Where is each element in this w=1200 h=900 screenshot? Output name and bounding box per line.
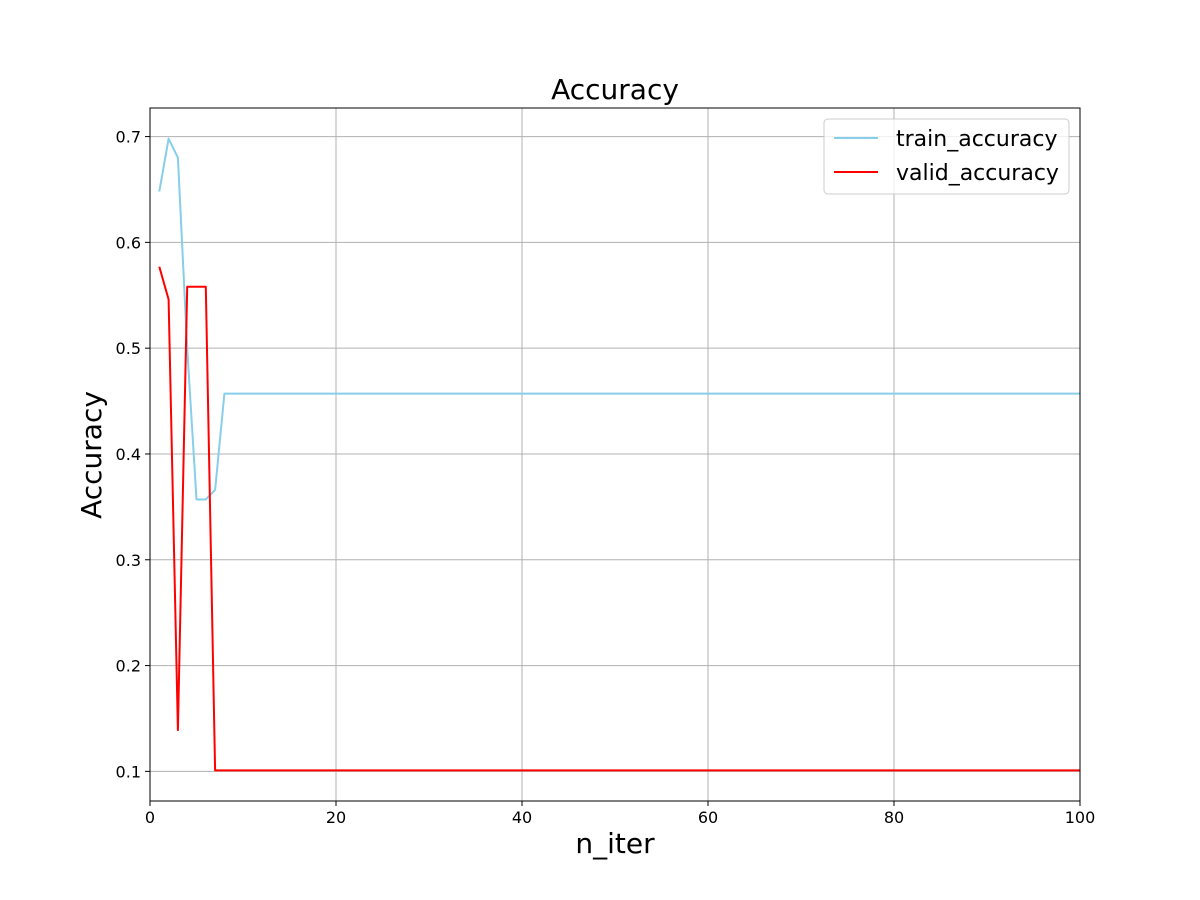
x-tick-label: 0 [145,808,155,827]
y-tick-label: 0.5 [116,339,141,358]
series-line-train-accuracy [158,137,1080,501]
x-tick-label: 20 [326,808,346,827]
x-axis-ticks: 0 20 40 60 80 100 [145,801,1095,827]
legend-label-train: train_accuracy [896,127,1057,152]
x-tick-label: 40 [512,808,532,827]
chart-title: Accuracy [551,73,679,106]
series-line-valid-accuracy [158,266,1080,772]
x-axis-label: n_iter [575,827,655,860]
plot-frame [149,107,1081,802]
x-tick-label: 100 [1065,808,1096,827]
y-tick-label: 0.4 [116,445,141,464]
grid [149,108,1081,801]
plot-lines [158,137,1080,772]
y-tick-label: 0.7 [116,128,141,147]
y-axis-label: Accuracy [75,391,108,519]
legend-box [823,118,1070,195]
x-tick-label: 60 [698,808,718,827]
y-tick-label: 0.2 [116,657,141,676]
y-axis-ticks: 0.1 0.2 0.3 0.4 0.5 0.6 0.7 [116,128,150,781]
y-tick-label: 0.3 [116,551,141,570]
y-tick-label: 0.6 [116,233,141,252]
x-tick-label: 80 [884,808,904,827]
legend: train_accuracy valid_accuracy [823,118,1070,195]
y-tick-label: 0.1 [116,762,141,781]
legend-label-valid: valid_accuracy [896,161,1059,186]
